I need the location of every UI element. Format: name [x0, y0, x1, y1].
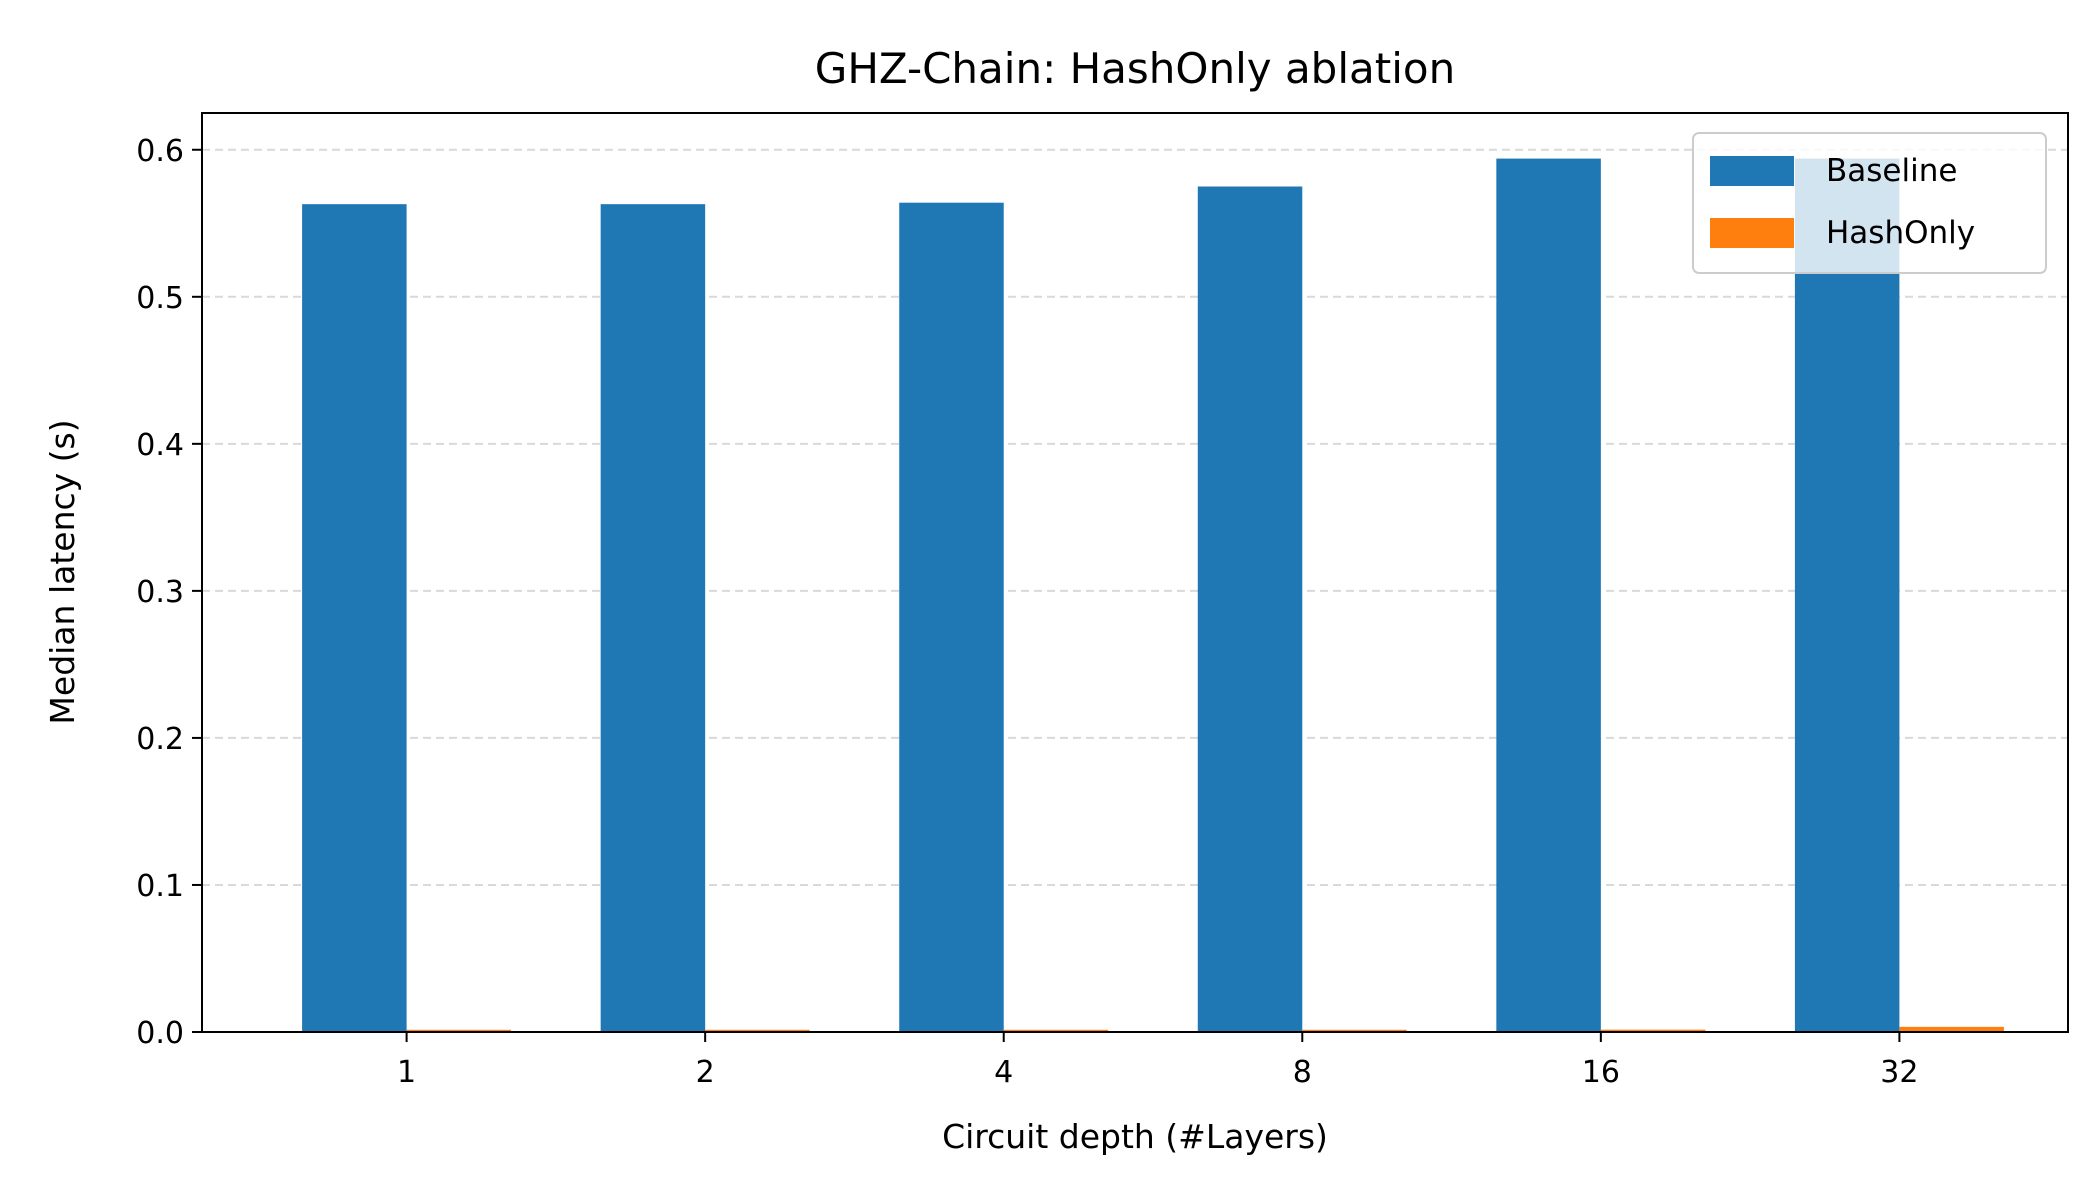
x-tick-label: 32	[1880, 1055, 1918, 1090]
bar-hashonly-2	[705, 1029, 810, 1032]
bar-baseline-2	[600, 204, 706, 1032]
bar-baseline-8	[1197, 186, 1303, 1032]
bar-baseline-32	[1794, 158, 1900, 1032]
y-tick-label: 0.5	[136, 281, 184, 316]
y-tick-label: 0.4	[136, 428, 184, 463]
y-tick-label: 0.1	[136, 869, 184, 904]
x-axis-label: Circuit depth (#Layers)	[942, 1117, 1328, 1156]
x-tick-label: 1	[397, 1055, 416, 1090]
bar-baseline-1	[302, 204, 407, 1032]
legend-swatch-hashonly	[1710, 218, 1794, 248]
bar-hashonly-32	[1899, 1026, 2004, 1032]
bar-hashonly-8	[1302, 1029, 1407, 1032]
legend-label-baseline: Baseline	[1826, 153, 1957, 189]
x-tick-label: 8	[1293, 1055, 1312, 1090]
plot-frame	[201, 112, 2069, 1033]
y-axis-label: Median latency (s)	[43, 419, 82, 724]
y-tick-label: 0.3	[136, 575, 184, 610]
x-tick-label: 2	[696, 1055, 715, 1090]
bar-baseline-16	[1496, 158, 1601, 1032]
bar-hashonly-4	[1003, 1029, 1109, 1032]
y-tick-label: 0.2	[136, 722, 184, 757]
legend-label-hashonly: HashOnly	[1826, 215, 1975, 251]
y-tick-label: 0.0	[136, 1016, 184, 1051]
x-axis-ticks: 1 2 4 8 16 32	[397, 1032, 1918, 1090]
bar-hashonly-1	[406, 1029, 512, 1032]
legend: Baseline HashOnly	[1692, 132, 2047, 274]
chart-title: GHZ-Chain: HashOnly ablation	[815, 44, 1455, 93]
x-tick-label: 4	[994, 1055, 1013, 1090]
y-tick-label: 0.6	[136, 134, 184, 169]
legend-swatch-baseline	[1710, 156, 1794, 186]
y-axis-ticks: 0.0 0.1 0.2 0.3 0.4 0.5 0.6	[136, 134, 202, 1051]
bar-baseline-4	[899, 202, 1004, 1032]
bars	[302, 158, 2004, 1032]
bar-hashonly-16	[1600, 1029, 1706, 1032]
x-tick-label: 16	[1582, 1055, 1620, 1090]
